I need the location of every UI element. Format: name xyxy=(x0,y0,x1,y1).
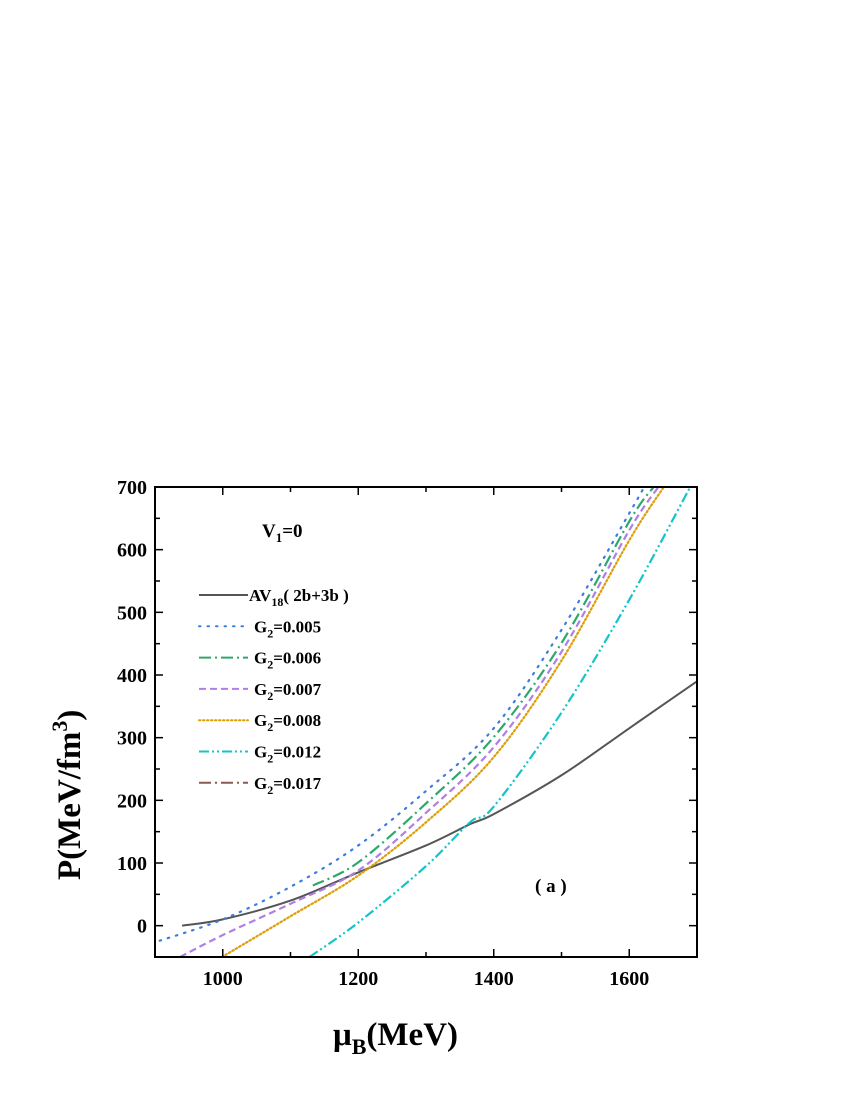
legend-item-0: AV18( 2b+3b ) xyxy=(199,586,349,609)
plot-frame xyxy=(154,486,698,958)
legend-label: AV18( 2b+3b ) xyxy=(249,586,349,609)
legend-item-5: G2=0.012 xyxy=(199,743,321,766)
legend-label: G2=0.007 xyxy=(254,680,322,703)
legend-item-6: G2=0.017 xyxy=(199,774,322,797)
legend-label: G2=0.005 xyxy=(254,617,321,640)
ticks: 0 100 200 300 400 500 600 700 1000 1200 1400 1600 xyxy=(117,477,698,990)
y-tick-label: 500 xyxy=(117,602,147,624)
y-tick-label: 200 xyxy=(117,790,147,812)
legend-label: G2=0.017 xyxy=(254,774,322,797)
series-line-3 xyxy=(179,487,660,957)
x-tick-label: 1000 xyxy=(203,968,243,990)
legend-item-4: G2=0.008 xyxy=(198,711,321,734)
condition-annotation: V1=0 xyxy=(262,521,303,545)
y-axis-title: P(MeV/fm3) xyxy=(47,710,88,880)
y-tick-label: 700 xyxy=(117,477,147,499)
y-tick-label: 300 xyxy=(117,728,147,750)
y-tick-label: 0 xyxy=(137,916,147,938)
legend: AV18( 2b+3b ) G2=0.005 G2=0.006 G2=0.007 G2=… xyxy=(198,586,349,797)
panel-label: ( a ) xyxy=(535,876,567,897)
series-line-0 xyxy=(181,680,697,927)
series-line-5 xyxy=(308,487,692,957)
legend-label: G2=0.006 xyxy=(254,649,321,672)
legend-item-3: G2=0.007 xyxy=(199,680,322,703)
legend-item-1: G2=0.005 xyxy=(198,617,321,640)
curves xyxy=(158,487,697,957)
series-line-1 xyxy=(158,487,646,942)
series-line-2 xyxy=(312,487,655,887)
y-tick-label: 600 xyxy=(117,540,147,562)
series-line-4 xyxy=(220,487,665,957)
legend-item-2: G2=0.006 xyxy=(199,649,321,672)
legend-label: G2=0.008 xyxy=(254,711,321,734)
legend-label: G2=0.012 xyxy=(254,743,321,766)
x-tick-label: 1600 xyxy=(609,968,649,990)
y-tick-label: 400 xyxy=(117,665,147,687)
y-tick-label: 100 xyxy=(117,853,147,875)
x-tick-label: 1400 xyxy=(474,968,514,990)
x-axis-title: μB(MeV) xyxy=(333,1017,458,1059)
x-tick-label: 1200 xyxy=(338,968,378,990)
